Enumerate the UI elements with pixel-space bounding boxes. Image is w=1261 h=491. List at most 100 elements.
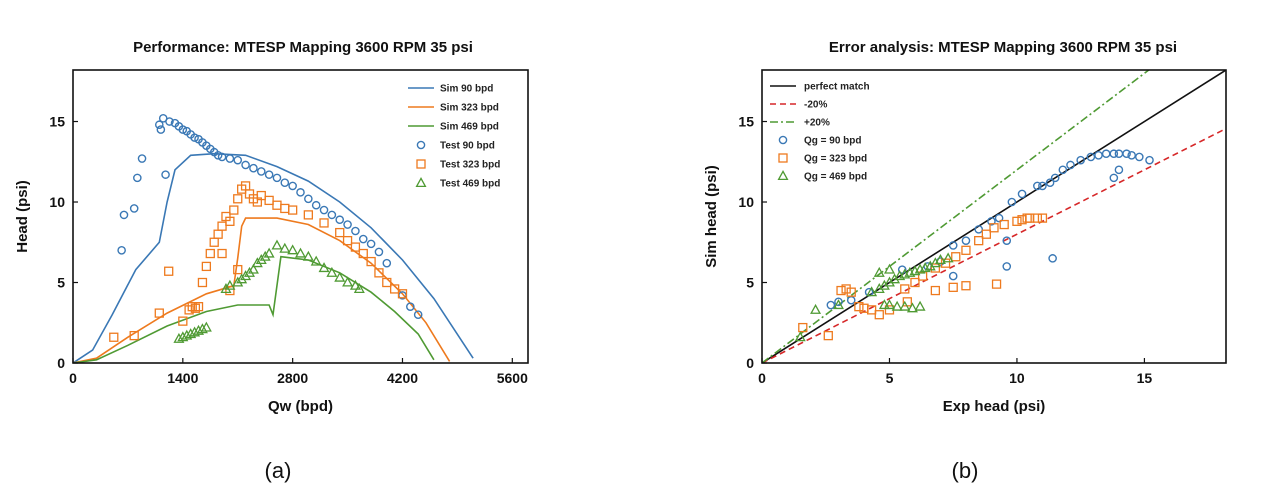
data-point xyxy=(810,303,822,314)
data-point xyxy=(263,247,275,258)
data-point xyxy=(343,220,352,229)
data-point xyxy=(342,276,354,287)
data-point xyxy=(209,237,219,247)
data-point xyxy=(271,239,283,250)
data-point xyxy=(836,285,846,296)
legend-label: +20% xyxy=(804,118,830,129)
data-point xyxy=(991,279,1002,289)
y-axis-label: Head (psi) xyxy=(14,180,31,253)
legend-label: Qg = 469 bpd xyxy=(804,172,867,183)
legend-marker xyxy=(777,170,789,181)
data-point xyxy=(961,236,971,245)
data-point xyxy=(272,200,282,210)
data-point xyxy=(319,205,329,215)
data-point xyxy=(190,303,201,313)
data-point xyxy=(256,190,266,201)
data-point xyxy=(232,276,244,287)
data-point xyxy=(117,246,126,255)
data-point xyxy=(834,297,843,307)
data-point xyxy=(1076,155,1085,165)
data-point xyxy=(883,299,895,310)
data-point xyxy=(129,204,139,213)
data-point xyxy=(873,282,885,293)
data-point xyxy=(310,255,322,266)
data-point xyxy=(217,152,227,162)
data-point xyxy=(891,300,903,311)
data-point xyxy=(832,299,844,310)
data-point xyxy=(351,226,360,236)
data-point xyxy=(225,216,235,226)
data-point xyxy=(1058,165,1068,175)
data-point xyxy=(225,285,235,296)
data-point xyxy=(241,160,250,170)
data-point xyxy=(906,302,918,313)
x-tick-label: 2800 xyxy=(277,370,308,386)
plot-frame xyxy=(72,69,529,364)
data-point xyxy=(1045,178,1055,187)
data-point xyxy=(302,250,314,261)
data-point xyxy=(233,155,243,165)
data-point xyxy=(1066,160,1075,170)
data-point xyxy=(240,270,252,281)
data-point xyxy=(220,282,232,293)
panel-caption: (b) xyxy=(952,458,979,483)
data-point xyxy=(1025,213,1035,223)
data-point xyxy=(1109,149,1119,159)
data-point xyxy=(200,321,212,332)
data-point xyxy=(165,117,174,126)
data-point xyxy=(1002,236,1012,245)
data-point xyxy=(961,245,971,255)
data-point xyxy=(350,242,361,252)
data-point xyxy=(259,250,271,261)
data-point xyxy=(193,302,204,312)
data-point xyxy=(948,241,958,250)
data-point xyxy=(358,248,368,259)
data-point xyxy=(366,256,376,267)
legend-label: Test 469 bpd xyxy=(440,179,500,190)
data-point xyxy=(280,178,290,187)
data-point xyxy=(1032,213,1042,223)
y-tick-label: 10 xyxy=(49,194,65,210)
y-tick-label: 10 xyxy=(738,194,754,210)
data-point xyxy=(1135,152,1144,162)
data-point xyxy=(164,266,174,276)
data-point xyxy=(173,332,185,343)
data-point xyxy=(272,173,282,183)
data-point xyxy=(924,260,936,271)
data-point xyxy=(406,302,415,311)
data-point xyxy=(413,310,423,320)
legend-marker xyxy=(778,153,788,163)
data-point xyxy=(873,266,885,277)
data-point xyxy=(942,252,954,263)
data-point xyxy=(303,210,313,220)
data-point xyxy=(205,248,215,259)
data-point xyxy=(846,287,856,297)
data-point xyxy=(846,295,856,305)
data-point xyxy=(251,257,263,268)
data-point xyxy=(883,276,895,287)
data-point xyxy=(929,257,941,268)
plot-area xyxy=(762,70,1226,363)
data-point xyxy=(319,218,329,228)
data-point xyxy=(229,205,239,215)
legend: Sim 90 bpd Sim 323 bpd Sim 469 bpd Test 90 … xyxy=(408,84,500,190)
data-point xyxy=(899,300,911,311)
legend-marker xyxy=(778,135,788,145)
data-point xyxy=(900,284,910,294)
data-point xyxy=(794,331,806,342)
x-tick-label: 10 xyxy=(1009,370,1025,386)
data-point xyxy=(1050,173,1060,183)
y-tick-label: 0 xyxy=(57,355,65,371)
data-point xyxy=(883,263,895,274)
data-point xyxy=(288,205,298,215)
data-point xyxy=(185,328,197,339)
data-point xyxy=(1114,165,1124,175)
data-point xyxy=(389,284,400,294)
x-tick-label: 15 xyxy=(1137,370,1153,386)
y-tick-label: 15 xyxy=(738,114,754,130)
data-point xyxy=(326,266,338,277)
data-point xyxy=(1007,197,1017,207)
data-point xyxy=(1017,189,1027,199)
legend-label: Test 90 bpd xyxy=(440,141,495,152)
